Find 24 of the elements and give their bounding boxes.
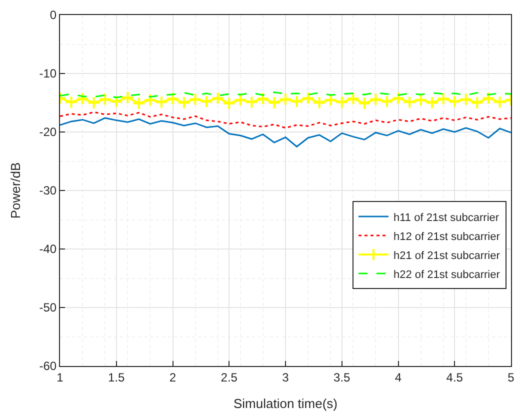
x-tick-label: 4 [394,370,402,384]
line-series [60,117,511,148]
y-tick-label: -40 [39,242,57,256]
x-tick-label: 1 [56,370,64,384]
legend-label: h22 of 21st subcarrier [393,268,500,281]
x-tick-label: 1.5 [108,370,126,384]
legend-label: h21 of 21st subcarrier [393,250,500,262]
y-tick-label: -20 [39,125,57,140]
legend-label: h11 of 21st subcarrier [393,212,500,224]
x-tick-label: 5 [508,370,515,384]
y-tick-label: 0 [50,8,57,22]
y-axis-title: Power/dB [8,162,24,219]
x-tick-label: 4.5 [446,370,464,384]
x-tick-label: 3 [282,370,290,384]
x-axis-title: Simulation time(s) [233,396,338,411]
legend-label: h12 of 21st subcarrier [393,230,500,243]
y-tick-label: -10 [39,66,57,81]
x-tick-label: 3.5 [334,370,351,384]
x-tick-label: 2 [169,370,176,384]
x-tick-label: 2.5 [220,370,238,384]
line-series [60,111,511,129]
y-tick-label: -60 [39,359,57,374]
y-tick-label: -50 [39,300,57,315]
y-tick-label: -30 [39,184,57,198]
